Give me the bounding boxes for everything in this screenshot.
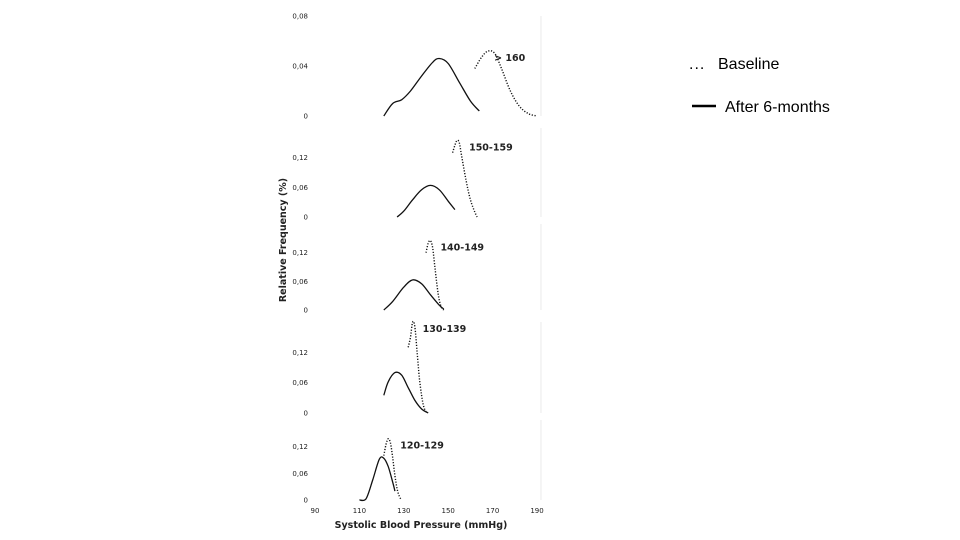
panel-3: 0 0,06 0,12 140-149 — [292, 224, 542, 315]
x-tick-label: 130 — [397, 507, 410, 515]
y-tick-label: 0,06 — [292, 184, 308, 192]
x-tick-label: 150 — [442, 507, 455, 515]
y-tick-label: 0 — [304, 497, 308, 505]
after-6-months-curve — [383, 371, 429, 414]
x-tick-label: 170 — [486, 507, 499, 515]
x-tick-label: 90 — [311, 507, 320, 515]
x-axis-title: Systolic Blood Pressure (mmHg) — [335, 520, 508, 531]
y-tick-label: 0,12 — [292, 249, 308, 257]
y-tick-label: 0 — [304, 214, 308, 222]
panel-label: 150-159 — [469, 142, 513, 153]
y-tick-label: 0,12 — [292, 154, 308, 162]
after-6-months-curve — [396, 184, 456, 218]
panel-label: 120-129 — [400, 441, 444, 452]
legend-baseline-marker: ... — [689, 56, 705, 73]
panel-label: > 160 — [494, 53, 525, 64]
baseline-curve — [451, 139, 478, 218]
y-tick-label: 0,04 — [292, 63, 308, 71]
y-tick-label: 0,06 — [292, 470, 308, 478]
legend: ... Baseline After 6-months — [689, 56, 830, 116]
y-tick-label: 0 — [304, 113, 308, 121]
after-6-months-curve — [359, 456, 396, 502]
y-tick-label: 0 — [304, 307, 308, 315]
after-6-months-curve — [383, 57, 480, 117]
panel-1: 0 0,04 0,08 > 160 — [292, 13, 542, 121]
y-tick-label: 0,12 — [292, 349, 308, 357]
y-tick-label: 0,12 — [292, 443, 308, 451]
x-axis: 90 110 130 150 170 190 — [311, 507, 544, 515]
baseline-curve — [383, 437, 403, 501]
x-tick-label: 190 — [530, 507, 543, 515]
panel-5: 0 0,06 0,12 120-129 — [292, 420, 542, 505]
panel-label: 140-149 — [440, 243, 484, 254]
panel-4: 0 0,06 0,12 130-139 — [292, 320, 542, 418]
panel-label: 130-139 — [423, 324, 467, 335]
baseline-curve — [407, 320, 427, 412]
legend-baseline-label: Baseline — [718, 56, 779, 73]
legend-after-label: After 6-months — [725, 99, 830, 116]
chart-panels: 0 0,04 0,08 > 160 0 0,06 0,12 150-159 0 0,06 0,12 1… — [292, 13, 543, 516]
x-tick-label: 110 — [353, 507, 366, 515]
y-tick-label: 0,08 — [292, 13, 308, 21]
panel-2: 0 0,06 0,12 150-159 — [292, 128, 542, 222]
after-6-months-curve — [383, 279, 445, 311]
y-tick-label: 0,06 — [292, 278, 308, 286]
baseline-curve — [425, 239, 445, 311]
y-tick-label: 0 — [304, 410, 308, 418]
y-tick-label: 0,06 — [292, 379, 308, 387]
y-axis-title: Relative Frequency (%) — [278, 178, 289, 302]
